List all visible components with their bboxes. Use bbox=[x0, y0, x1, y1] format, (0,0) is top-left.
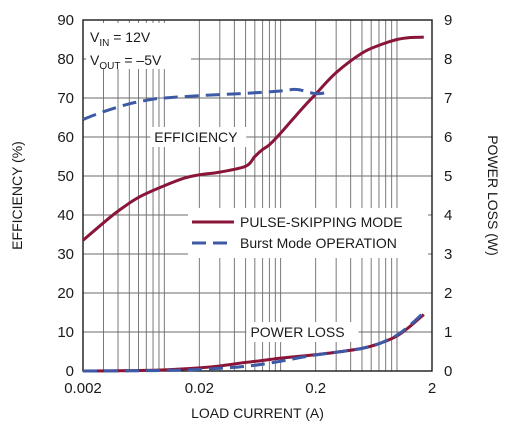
y-right-tick-label: 9 bbox=[444, 12, 452, 29]
power-loss-burst-mode-line bbox=[82, 311, 425, 373]
y-left-tick-label: 90 bbox=[57, 12, 74, 29]
legend: PULSE-SKIPPING MODE Burst Mode OPERATION bbox=[188, 208, 428, 258]
y-left-tick-label: 30 bbox=[57, 246, 74, 263]
power-loss-annotation-bg bbox=[246, 322, 359, 342]
y-left-tick-label: 20 bbox=[57, 285, 74, 302]
legend-label-burst-mode: Burst Mode OPERATION bbox=[240, 235, 397, 251]
grid bbox=[82, 19, 433, 372]
plot-frame bbox=[82, 19, 433, 372]
series-lines bbox=[82, 35, 425, 373]
y-left-tick-label: 40 bbox=[57, 207, 74, 224]
y-right-tick-label: 3 bbox=[444, 246, 452, 263]
efficiency-pulse-skipping-line bbox=[82, 35, 424, 242]
efficiency-annotation: EFFICIENCY bbox=[154, 129, 238, 145]
legend-label-pulse-skipping: PULSE-SKIPPING MODE bbox=[240, 214, 403, 230]
power-loss-pulse-skipping-line bbox=[82, 313, 425, 373]
legend-background bbox=[188, 208, 428, 258]
y-right-tick-label: 2 bbox=[444, 285, 452, 302]
power-loss-annotation: POWER LOSS bbox=[250, 324, 344, 340]
x-axis-label: LOAD CURRENT (A) bbox=[191, 405, 324, 421]
y-right-tick-label: 7 bbox=[444, 90, 452, 107]
y-left-tick-label: 60 bbox=[57, 129, 74, 146]
y-right-tick-label: 4 bbox=[444, 207, 452, 224]
y-left-tick-label: 70 bbox=[57, 90, 74, 107]
y-right-tick-label: 6 bbox=[444, 129, 452, 146]
y-right-tick-label: 5 bbox=[444, 168, 452, 185]
x-tick-label: 0.002 bbox=[64, 380, 102, 397]
y-left-tick-label: 0 bbox=[66, 363, 74, 380]
y-right-tick-label: 0 bbox=[444, 363, 452, 380]
x-tick-label: 2 bbox=[428, 380, 436, 397]
y-right-tick-label: 8 bbox=[444, 51, 452, 68]
vout-label: VOUT = –5V bbox=[90, 52, 162, 72]
x-tick-label: 0.2 bbox=[305, 380, 326, 397]
y-right-tick-label: 1 bbox=[444, 324, 452, 341]
y-axis-right-label: POWER LOSS (W) bbox=[485, 135, 501, 256]
tick-labels: 0.002 0.02 0.2 2010203040506070809001234567… bbox=[57, 12, 452, 397]
y-axis-left-label: EFFICIENCY (%) bbox=[9, 141, 25, 250]
efficiency-annotation-bg bbox=[150, 127, 247, 147]
x-tick-label: 0.02 bbox=[185, 380, 214, 397]
conditions-box bbox=[86, 23, 191, 69]
efficiency-burst-mode-line bbox=[82, 87, 328, 121]
y-left-tick-label: 10 bbox=[57, 324, 74, 341]
y-left-tick-label: 50 bbox=[57, 168, 74, 185]
y-left-tick-label: 80 bbox=[57, 51, 74, 68]
vin-label: VIN = 12V bbox=[90, 29, 151, 49]
